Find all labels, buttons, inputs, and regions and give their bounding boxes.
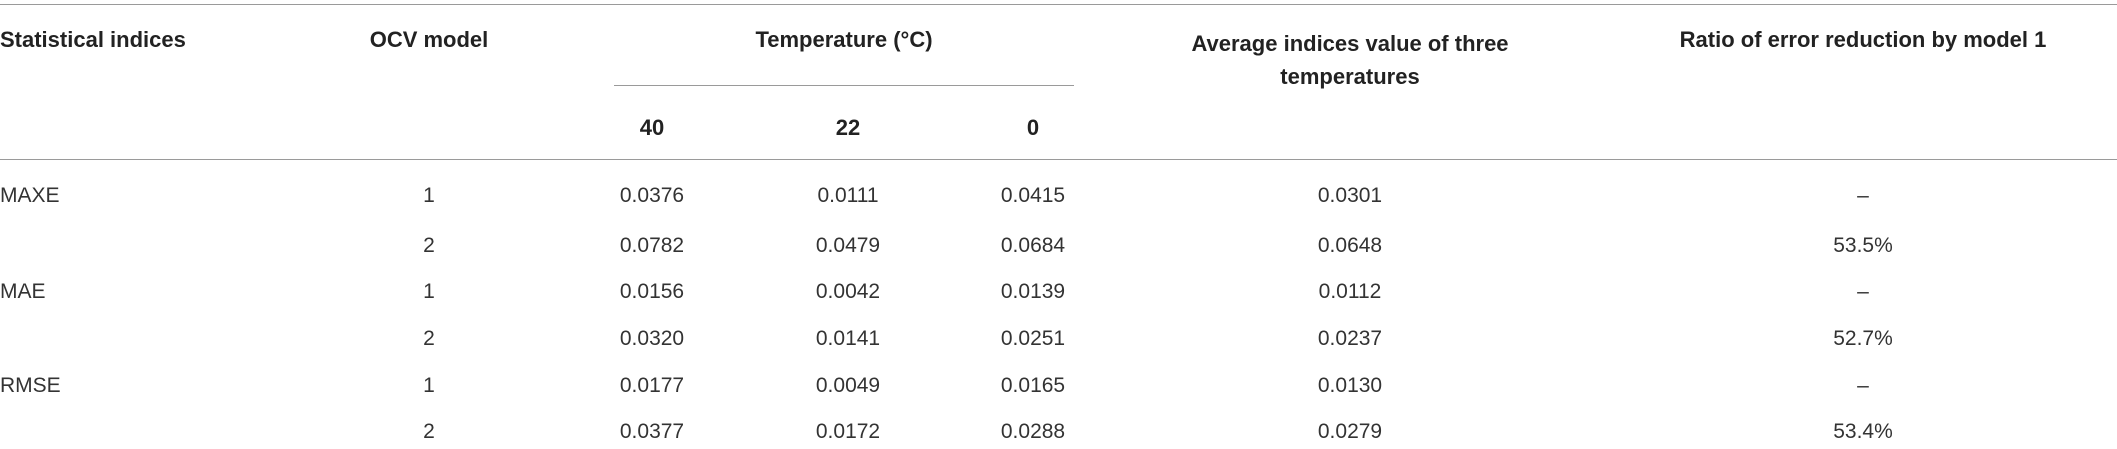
cell: 0.0177: [619, 374, 685, 397]
header-cell: Average indices value of three temperatu…: [1191, 31, 1509, 89]
group-rule: [614, 85, 1074, 86]
cell: –: [1857, 280, 1869, 303]
cell: 0.0165: [1000, 374, 1066, 397]
cell: 0.0301: [1317, 184, 1383, 207]
cell: 0.0172: [815, 420, 881, 443]
cell: 0.0251: [1000, 327, 1066, 350]
cell: 0.0288: [1000, 420, 1066, 443]
cell: 0.0377: [619, 420, 685, 443]
cell: 0.0279: [1317, 420, 1383, 443]
cell: 0.0376: [619, 184, 685, 207]
row-label: MAE: [0, 280, 46, 303]
cell: 1: [423, 184, 435, 207]
cell: –: [1857, 374, 1869, 397]
header-cell: Temperature (°C): [755, 27, 933, 52]
row-label: RMSE: [0, 374, 61, 397]
cell: 0.0415: [1000, 184, 1066, 207]
cell: –: [1857, 184, 1869, 207]
cell: 0.0479: [815, 234, 881, 257]
cell: 0.0049: [815, 374, 881, 397]
header-cell: OCV model: [369, 27, 489, 52]
cell: 53.4%: [1833, 420, 1893, 443]
header-cell: 40: [639, 115, 665, 140]
cell: 0.0237: [1317, 327, 1383, 350]
cell: 0.0112: [1318, 280, 1382, 303]
header-cell: Ratio of error reduction by model 1: [1679, 27, 2047, 52]
cell: 2: [423, 327, 435, 350]
cell: 0.0130: [1317, 374, 1383, 397]
cell: 0.0648: [1317, 234, 1383, 257]
cell: 0.0684: [1000, 234, 1066, 257]
cell: 0.0141: [815, 327, 881, 350]
cell: 0.0320: [619, 327, 685, 350]
cell: 1: [423, 280, 435, 303]
header-cell: 0: [1026, 115, 1040, 140]
cell: 2: [423, 420, 435, 443]
cell: 52.7%: [1833, 327, 1893, 350]
header-cell: Statistical indices: [0, 27, 186, 52]
header-cell: 22: [835, 115, 861, 140]
cell: 1: [423, 374, 435, 397]
cell: 0.0042: [815, 280, 881, 303]
row-label: MAXE: [0, 184, 60, 207]
top-rule: [0, 4, 2117, 5]
cell: 0.0111: [817, 184, 879, 207]
cell: 0.0782: [619, 234, 685, 257]
cell: 53.5%: [1833, 234, 1893, 257]
cell: 0.0139: [1000, 280, 1066, 303]
cell: 0.0156: [619, 280, 685, 303]
header-rule: [0, 159, 2117, 160]
cell: 2: [423, 234, 435, 257]
